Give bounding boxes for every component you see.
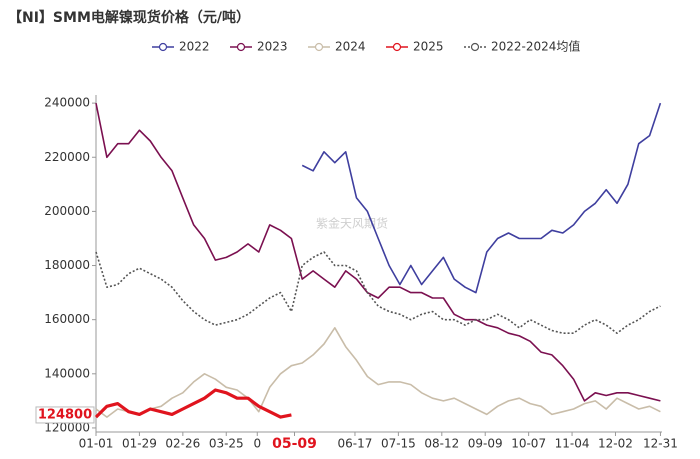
- y-tick-label: 160000: [44, 312, 90, 326]
- watermark: 紫金天风期货: [316, 216, 388, 231]
- chart-title: 【NI】SMM电解镍现货价格（元/吨）: [8, 9, 250, 26]
- legend-label: 2023: [257, 40, 288, 54]
- y-tick-label: 120000: [44, 420, 90, 434]
- x-tick-label: 08-12: [424, 437, 459, 451]
- x-tick-label: 07-15: [381, 437, 416, 451]
- x-tick-label: 12-31: [643, 437, 678, 451]
- x-tick-label: 01-29: [122, 437, 157, 451]
- last-value-box: [35, 406, 95, 424]
- x-tick-label: 12-02: [598, 437, 633, 451]
- x-tick-label: 09-09: [468, 437, 503, 451]
- y-tick-label: 220000: [44, 150, 90, 164]
- legend-label: 2024: [335, 40, 366, 54]
- legend-marker: [236, 42, 246, 52]
- x-tick-label: 03-25: [209, 437, 244, 451]
- x-tick-label: 10-07: [511, 437, 546, 451]
- y-tick-label: 180000: [44, 258, 90, 272]
- y-tick-label: 140000: [44, 366, 90, 380]
- x-tick-label: 05-09: [272, 436, 317, 452]
- last-value-label: 124800: [38, 407, 92, 422]
- legend-marker: [470, 42, 480, 52]
- x-tick-label: 02-26: [165, 437, 200, 451]
- legend-marker: [392, 42, 402, 52]
- series-line: [95, 327, 661, 418]
- x-tick-label: 11-04: [555, 437, 590, 451]
- series-line: [301, 102, 662, 294]
- y-tick-label: 200000: [44, 204, 90, 218]
- legend-label: 2025: [413, 40, 444, 54]
- legend-label: 2022: [179, 40, 210, 54]
- legend-marker: [314, 42, 324, 52]
- x-tick-label: 01-01: [79, 437, 114, 451]
- series-line: [95, 251, 661, 334]
- legend-marker: [158, 42, 168, 52]
- legend-label: 2022-2024均值: [491, 39, 580, 54]
- x-tick-label: 06-17: [338, 437, 373, 451]
- series-line: [95, 102, 661, 402]
- x-tick-label: 0: [253, 437, 261, 451]
- y-tick-label: 240000: [44, 96, 90, 110]
- series-line: [94, 388, 292, 419]
